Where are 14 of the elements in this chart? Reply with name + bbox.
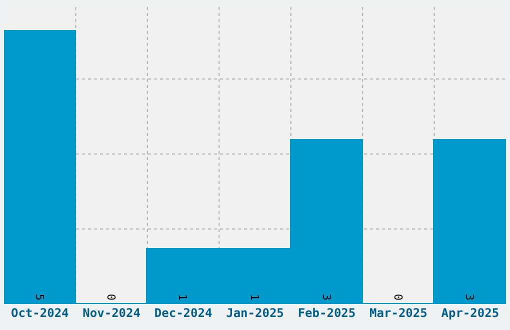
data-label: 0 [392, 294, 404, 300]
x-tick-label: Feb-2025 [298, 306, 356, 320]
data-label: 5 [33, 294, 46, 300]
data-label: 3 [320, 294, 333, 300]
x-tick-label: Oct-2024 [10, 306, 69, 320]
x-tick-label: Jan-2025 [226, 306, 284, 320]
x-tick-label: Dec-2024 [154, 306, 212, 320]
data-label: 1 [248, 294, 261, 300]
data-label: 0 [104, 294, 118, 300]
x-tick-label: Apr-2025 [441, 306, 500, 320]
x-tick-label: Nov-2024 [82, 306, 140, 320]
data-label: 3 [463, 294, 476, 300]
x-tick-label: Mar-2025 [370, 306, 428, 320]
data-label: 1 [176, 294, 189, 300]
